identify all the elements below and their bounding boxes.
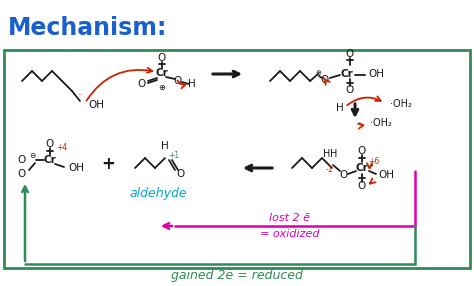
Text: ·OH₂: ·OH₂ [390,99,412,109]
Text: O: O [346,85,354,95]
Text: ⊕: ⊕ [158,84,165,92]
Text: OH: OH [88,100,104,110]
Text: H: H [323,149,331,159]
Text: O: O [18,155,26,165]
Text: Cr: Cr [44,155,56,165]
Text: H: H [161,141,169,151]
Text: Cr: Cr [341,69,354,79]
Text: lost 2 ē: lost 2 ē [270,213,310,223]
Text: O: O [174,76,182,86]
Text: Cr: Cr [356,163,368,173]
Text: H: H [330,149,337,159]
Text: OH: OH [368,69,384,79]
Text: O: O [321,75,329,85]
Text: Mechanism:: Mechanism: [8,16,167,40]
Bar [4,50,470,268]
Text: -1: -1 [325,166,333,174]
Text: = oxidized: = oxidized [260,229,320,239]
Text: Cr: Cr [155,68,168,78]
Text: +1: +1 [168,152,180,160]
Text: O: O [346,49,354,59]
Text: +6: +6 [368,158,380,166]
Text: H: H [336,103,344,113]
Text: O: O [358,181,366,191]
Text: ·OH₂: ·OH₂ [370,118,392,128]
Text: H: H [188,79,196,89]
Text: O: O [138,79,146,89]
Text: ⊕: ⊕ [315,70,321,76]
Text: gained 2ē = reduced: gained 2ē = reduced [171,269,303,283]
Text: ⊖: ⊖ [29,152,35,160]
Text: O: O [46,139,54,149]
Text: O: O [177,169,185,179]
Text: O: O [340,170,348,180]
Text: +4: +4 [56,144,68,152]
Text: O: O [18,169,26,179]
Text: OH: OH [378,170,394,180]
Text: +: + [101,155,115,173]
Text: ··: ·· [77,92,82,100]
Text: O: O [358,146,366,156]
Text: O: O [158,53,166,63]
Text: aldehyde: aldehyde [129,188,187,200]
Text: OH: OH [68,163,84,173]
